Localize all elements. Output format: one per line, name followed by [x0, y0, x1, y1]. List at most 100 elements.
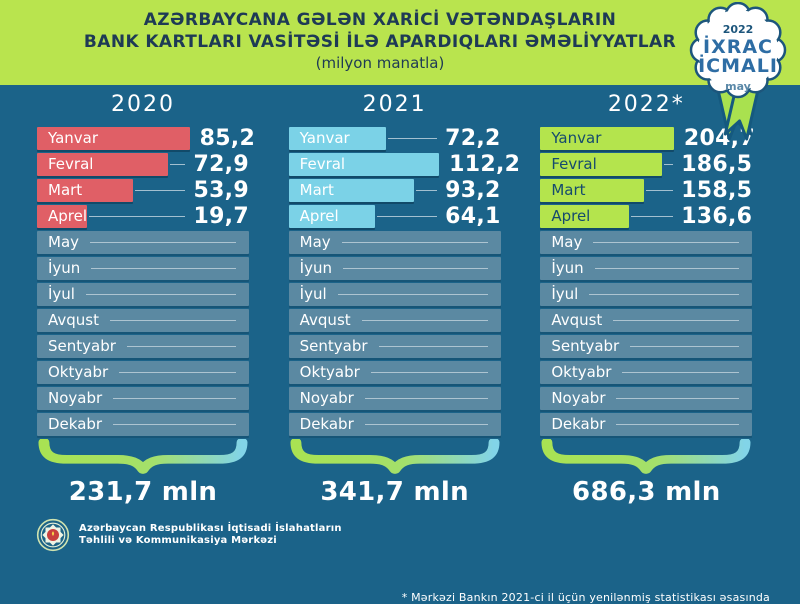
column-body: 2020 Yanvar 85,2 Fevral 72,9 Mart 53,9 Aprel 19,… [37, 92, 255, 507]
month-label: Avqust [299, 311, 351, 329]
title-subtitle: (milyon manatla) [315, 54, 445, 72]
month-bar: Fevral [37, 153, 168, 176]
footer: Azərbaycan Respublikası İqtisadi İslahat… [36, 518, 342, 552]
month-bar-empty: Oktyabr [540, 361, 753, 384]
organization-name: Azərbaycan Respublikası İqtisadi İslahat… [79, 523, 342, 547]
month-label: Dekabr [299, 415, 354, 433]
month-row: Noyabr [288, 387, 501, 410]
month-label: İyun [48, 259, 81, 277]
month-row: Oktyabr [288, 361, 501, 384]
month-row: Aprel 19,7 [37, 205, 249, 228]
month-label: Fevral [551, 155, 597, 173]
month-label: Mart [551, 181, 586, 199]
month-row: Fevral 112,2 [288, 153, 520, 176]
year-columns: 2020 Yanvar 85,2 Fevral 72,9 Mart 53,9 Aprel 19,… [0, 85, 800, 507]
month-bar-empty: Avqust [540, 309, 753, 332]
footnote: * Mərkəzi Bankın 2021-ci il üçün yenilən… [401, 591, 770, 604]
badge-rosette: 2022 İXRAC İCMALI may [689, 2, 787, 99]
month-label: Aprel [299, 207, 339, 225]
month-row: Yanvar 72,2 [288, 127, 501, 150]
placeholder-line [119, 372, 236, 373]
placeholder-line [594, 268, 740, 269]
month-label: Noyabr [48, 389, 103, 407]
value-label: 64,1 [445, 204, 501, 229]
page-title: AZƏRBAYCANA GƏLƏN XARİCİ VƏTƏNDAŞLARIN B… [0, 9, 760, 73]
column-2020: 2020 Yanvar 85,2 Fevral 72,9 Mart 53,9 Aprel 19,… [37, 85, 269, 507]
placeholder-line [109, 320, 236, 321]
month-row: May [37, 231, 249, 254]
org-line-2: Təhlili və Kommunikasiya Mərkəzi [79, 535, 277, 546]
total-label: 686,3 mln [572, 477, 721, 507]
title-line-1: AZƏRBAYCANA GƏLƏN XARİCİ VƏTƏNDAŞLARIN [143, 10, 617, 30]
badge-line1: İXRAC [703, 34, 773, 58]
placeholder-line [85, 294, 236, 295]
month-bar: Aprel [540, 205, 630, 228]
month-bar-empty: İyun [540, 257, 753, 280]
month-label: Aprel [551, 207, 591, 225]
month-label: Sentyabr [551, 337, 620, 355]
ixrac-icmali-badge: 2022 İXRAC İCMALI may [689, 2, 787, 141]
month-bar-empty: Sentyabr [288, 335, 501, 358]
placeholder-line [370, 372, 488, 373]
month-row: İyul [37, 283, 249, 306]
value-label: 53,9 [193, 178, 249, 203]
month-row: Fevral 186,5 [540, 153, 752, 176]
placeholder-line [622, 372, 740, 373]
month-label: Mart [48, 181, 83, 199]
value-label: 136,6 [681, 204, 753, 229]
connector-line [663, 164, 674, 165]
placeholder-line [593, 242, 740, 243]
month-label: İyun [299, 259, 332, 277]
month-label: Avqust [551, 311, 603, 329]
month-label: Sentyabr [299, 337, 368, 355]
brace [540, 439, 752, 475]
month-bar-empty: Avqust [37, 309, 249, 332]
month-row: May [288, 231, 501, 254]
month-label: Oktyabr [48, 363, 109, 381]
month-label: Aprel [48, 207, 88, 225]
month-label: Sentyabr [48, 337, 116, 355]
placeholder-line [91, 268, 236, 269]
month-bar-empty: Oktyabr [288, 361, 501, 384]
total-label: 341,7 mln [320, 477, 469, 507]
badge-year: 2022 [723, 23, 754, 36]
value-label: 204,7 [683, 126, 755, 151]
chart-area: 2020 Yanvar 85,2 Fevral 72,9 Mart 53,9 Aprel 19,… [0, 85, 800, 604]
month-label: İyul [299, 285, 327, 303]
month-bar-empty: Noyabr [37, 387, 249, 410]
value-label: 72,9 [193, 152, 249, 177]
month-label: Yanvar [299, 129, 350, 147]
month-row: İyun [288, 257, 501, 280]
month-row: Sentyabr [37, 335, 249, 358]
month-bar-empty: Noyabr [288, 387, 501, 410]
month-bar-empty: Sentyabr [540, 335, 753, 358]
month-row: İyul [288, 283, 501, 306]
month-bar-empty: Oktyabr [37, 361, 249, 384]
month-bar-empty: May [37, 231, 249, 254]
connector-line [645, 190, 674, 191]
month-bar-empty: İyun [288, 257, 501, 280]
month-bar-empty: May [540, 231, 753, 254]
month-row: Mart 53,9 [37, 179, 249, 202]
placeholder-line [378, 346, 488, 347]
value-label: 93,2 [445, 178, 501, 203]
month-row: Dekabr [540, 413, 753, 436]
month-label: Dekabr [48, 415, 103, 433]
value-label: 19,7 [193, 204, 249, 229]
brace [37, 439, 249, 475]
month-bar: Yanvar [37, 127, 190, 150]
month-row: Fevral 72,9 [37, 153, 249, 176]
placeholder-line [616, 424, 740, 425]
month-row: Sentyabr [288, 335, 501, 358]
value-label: 158,5 [681, 178, 753, 203]
placeholder-line [364, 398, 488, 399]
month-row: Avqust [37, 309, 249, 332]
month-label: Fevral [48, 155, 94, 173]
badge-line2: İCMALI [698, 53, 778, 77]
connector-line [169, 164, 186, 165]
month-bar: Yanvar [288, 127, 386, 150]
column-2022: 2022* Yanvar 204,7 Fevral 186,5 Mart 158,5 Apre… [540, 85, 772, 507]
placeholder-line [337, 294, 488, 295]
month-bar-empty: İyul [288, 283, 501, 306]
